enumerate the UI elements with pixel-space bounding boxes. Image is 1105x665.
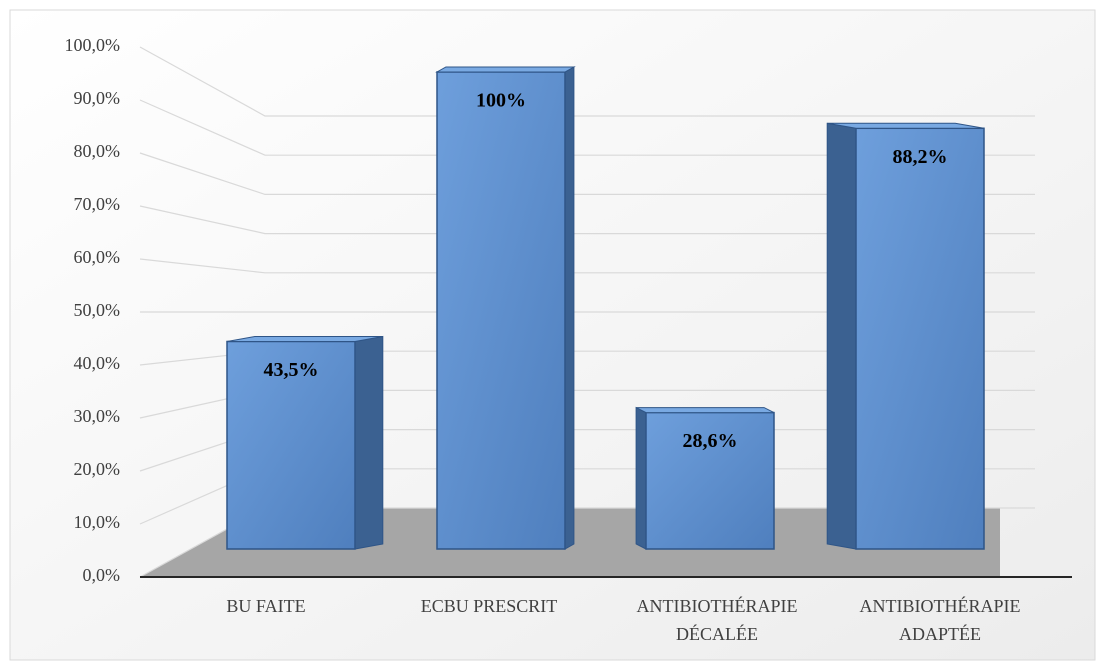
y-tick-label: 60,0% xyxy=(74,247,121,267)
x-tick-label: ANTIBIOTHÉRAPIE ADAPTÉE xyxy=(859,596,1021,644)
y-tick-label: 70,0% xyxy=(74,194,121,214)
bar-side xyxy=(564,66,575,550)
y-tick-label: 30,0% xyxy=(74,406,121,426)
bar-side xyxy=(826,122,857,550)
bar-top xyxy=(435,66,576,73)
x-tick-label: BU FAITE xyxy=(226,596,306,616)
bar xyxy=(645,411,775,550)
bar-top xyxy=(635,407,775,414)
x-tick-label: ECBU PRESCRIT xyxy=(420,596,558,616)
grid-line xyxy=(139,99,1035,156)
y-tick-label: 100,0% xyxy=(65,35,121,55)
y-tick-label: 40,0% xyxy=(74,353,121,373)
bar xyxy=(436,71,566,550)
grid-line xyxy=(139,46,1035,117)
data-label: 28,6% xyxy=(683,430,738,452)
data-label: 43,5% xyxy=(264,359,319,381)
data-label: 88,2% xyxy=(893,146,948,168)
bars: 43,5% 100% 28,6% 88,2% xyxy=(226,66,985,550)
grid-line xyxy=(139,152,1035,195)
y-tick-label: 90,0% xyxy=(74,88,121,108)
y-tick-label: 80,0% xyxy=(74,141,121,161)
bar-side xyxy=(354,335,384,550)
grid xyxy=(139,46,1035,578)
y-tick-label: 10,0% xyxy=(74,512,121,532)
bar-top xyxy=(226,336,383,343)
data-label: 100% xyxy=(476,90,526,112)
bar xyxy=(855,127,985,550)
grid-line xyxy=(139,205,1035,235)
bar-top xyxy=(827,122,985,129)
x-tick-label: ANTIBIOTHÉRAPIE DÉCALÉE xyxy=(636,596,798,644)
y-tick-label: 20,0% xyxy=(74,459,121,479)
bar-side xyxy=(635,406,647,550)
grid-line xyxy=(139,258,1035,274)
y-tick-label: 0,0% xyxy=(83,565,121,585)
y-tick-label: 50,0% xyxy=(74,300,121,320)
